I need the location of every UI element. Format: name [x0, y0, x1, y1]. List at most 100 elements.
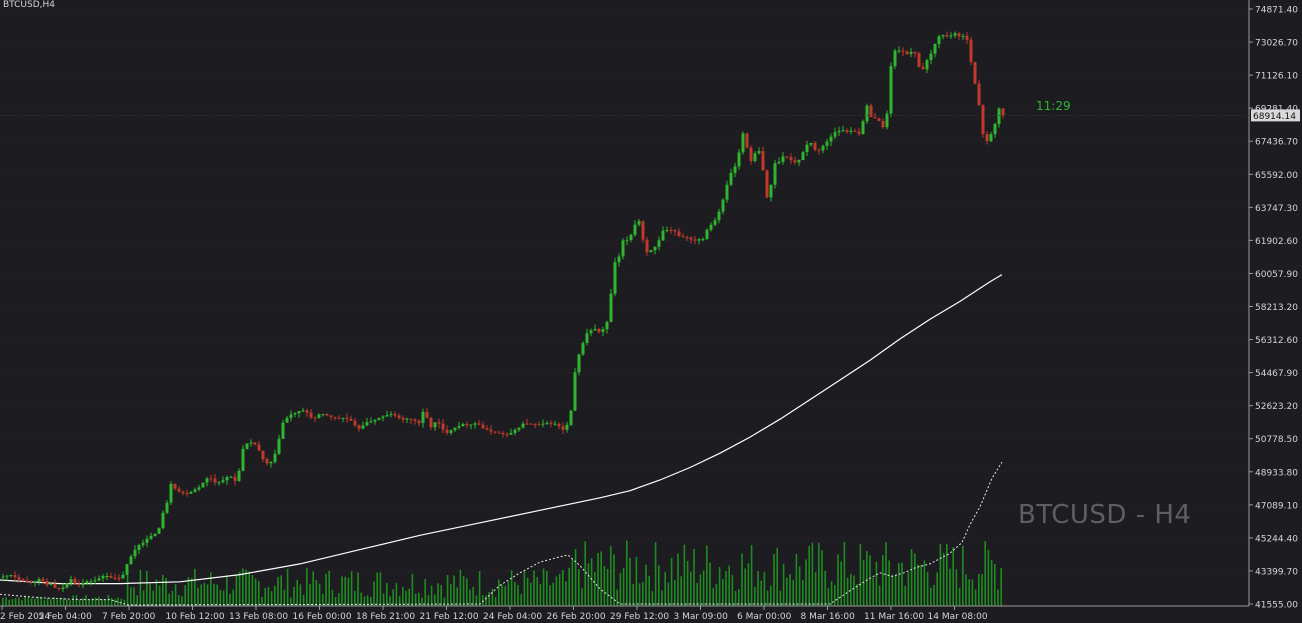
- volume-bar: [251, 575, 254, 606]
- candle-body: [417, 420, 421, 424]
- volume-bar: [824, 570, 826, 606]
- volume-bar: [482, 595, 484, 606]
- volume-bar: [120, 598, 122, 606]
- volume-bar: [626, 540, 628, 606]
- candle-body: [985, 133, 989, 142]
- price-tick-label: 50778.50: [1255, 435, 1298, 445]
- candle-body: [797, 159, 801, 163]
- volume-bar: [354, 590, 356, 606]
- candle-body: [517, 427, 521, 430]
- candle-body: [861, 121, 865, 134]
- volume-bar: [11, 599, 14, 606]
- candle-body: [13, 575, 17, 578]
- candle-body: [73, 579, 77, 584]
- volume-bar: [776, 547, 778, 606]
- candle-body: [453, 427, 457, 431]
- price-tick-label: 63747.30: [1255, 204, 1298, 214]
- volume-bar: [517, 585, 519, 606]
- volume-bar: [155, 579, 158, 606]
- volume-bar: [91, 598, 94, 606]
- candle-body: [781, 156, 785, 162]
- candle-body: [297, 411, 301, 414]
- candle-body: [637, 221, 641, 225]
- candle-body: [833, 132, 837, 137]
- volume-bar: [360, 592, 362, 606]
- volume-bar: [830, 581, 833, 606]
- volume-bar: [341, 576, 343, 606]
- volume-bar: [869, 555, 871, 606]
- volume-bar: [286, 568, 289, 606]
- volume-bar: [680, 576, 682, 606]
- volume-bar: [18, 597, 20, 606]
- candle-body: [881, 121, 885, 128]
- candle-body: [149, 535, 153, 539]
- candle-body: [513, 429, 517, 433]
- volume-bar: [411, 573, 414, 606]
- candle-body: [229, 476, 233, 478]
- candle-body: [801, 152, 805, 160]
- volume-bar: [798, 566, 801, 606]
- volume-bar: [126, 574, 129, 606]
- candle-body: [401, 417, 405, 420]
- volume-bar: [731, 575, 734, 606]
- volume-bar: [350, 571, 353, 606]
- candle-body: [433, 422, 437, 428]
- price-tick-label: 48933.80: [1255, 468, 1298, 478]
- volume-bar: [200, 584, 202, 606]
- volume-bar: [613, 554, 615, 606]
- candle-body: [989, 134, 993, 142]
- volume-bar: [210, 572, 212, 606]
- candle-body: [265, 459, 269, 464]
- volume-bar: [462, 576, 465, 606]
- volume-bar: [523, 570, 526, 606]
- candle-body: [105, 576, 109, 577]
- volume-bar: [430, 585, 433, 606]
- volume-bar: [811, 542, 814, 606]
- candle-body: [225, 477, 229, 481]
- candle-body: [917, 53, 921, 67]
- candle-body: [945, 35, 949, 37]
- time-tick-label: 13 Feb 08:00: [229, 612, 288, 622]
- time-tick-label: 2 Feb 2024: [0, 612, 51, 622]
- candle-body: [25, 580, 29, 582]
- candle-body: [441, 423, 445, 430]
- candle-body: [413, 419, 417, 421]
- candle-body: [573, 372, 577, 411]
- candle-body: [933, 43, 937, 54]
- candle-body: [657, 240, 661, 247]
- volume-bar: [338, 593, 340, 606]
- volume-bar: [773, 554, 775, 606]
- volume-bar: [366, 595, 369, 606]
- price-tick-label: 43399.70: [1255, 567, 1298, 577]
- volume-bar: [382, 593, 385, 606]
- candle-body: [325, 414, 329, 416]
- volume-bar: [421, 597, 423, 606]
- volume-bar: [5, 597, 7, 606]
- candle-body: [705, 229, 709, 239]
- candle-body: [853, 130, 857, 132]
- candle-body: [9, 575, 13, 576]
- volume-bar: [174, 584, 177, 606]
- candle-body: [57, 587, 61, 589]
- volume-bar: [395, 583, 398, 606]
- candle-body: [89, 581, 93, 583]
- candle-body: [629, 234, 633, 241]
- volume-bar: [526, 577, 529, 606]
- volume-bar: [24, 595, 26, 606]
- candle-body: [841, 130, 845, 132]
- candle-body: [125, 564, 129, 575]
- candle-body: [625, 240, 629, 242]
- volume-bar: [184, 585, 186, 606]
- candle-body: [209, 478, 213, 480]
- volume-bar: [469, 589, 471, 606]
- volume-bar: [872, 577, 874, 606]
- candle-body: [1001, 108, 1005, 116]
- volume-bar: [197, 587, 199, 606]
- volume-bar: [581, 588, 583, 606]
- price-tick-label: 58213.20: [1255, 303, 1298, 313]
- volume-bar: [850, 573, 852, 606]
- candle-body: [777, 161, 781, 164]
- volume-bar: [894, 574, 897, 606]
